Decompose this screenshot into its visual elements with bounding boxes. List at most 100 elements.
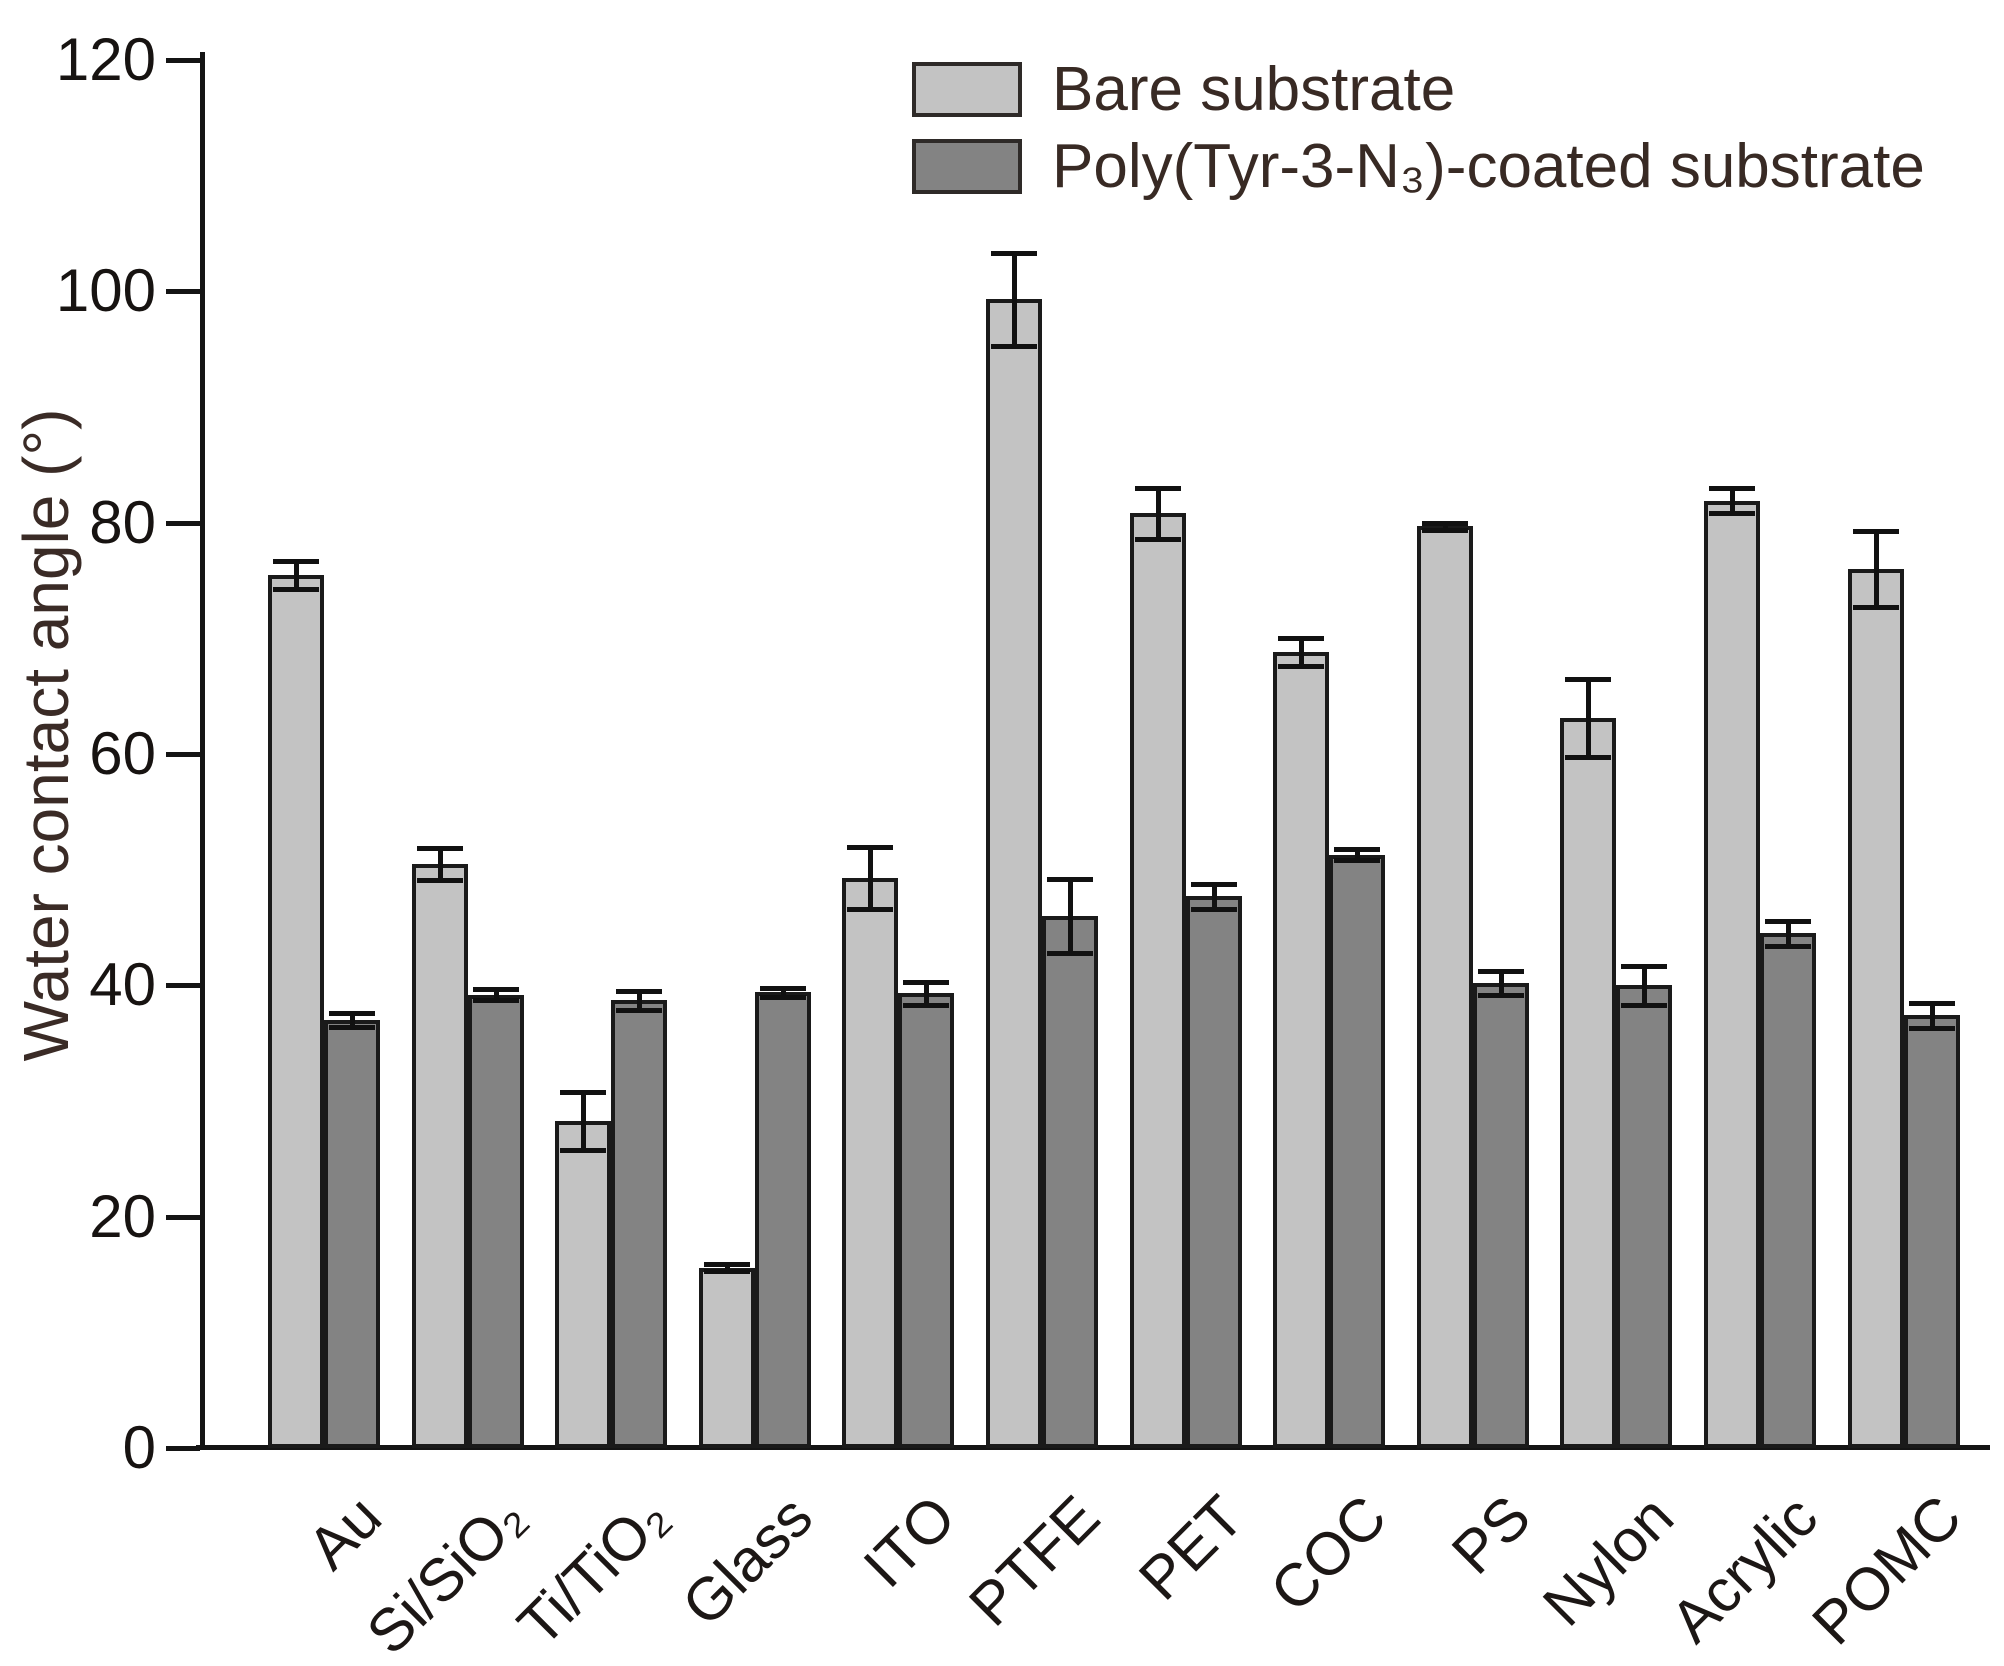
- error-cap-bottom-bare-4: [704, 1269, 750, 1274]
- error-cap-bottom-bare-3: [560, 1148, 606, 1153]
- x-tick-label-2: Si/SiO₂: [353, 1482, 539, 1666]
- error-bar-coated-2: [494, 989, 499, 1001]
- y-tick-label: 60: [89, 720, 156, 787]
- error-bar-coated-7: [1212, 884, 1217, 909]
- error-bar-coated-12: [1930, 1003, 1935, 1028]
- x-tick-label-3: Ti/TiO₂: [504, 1482, 682, 1659]
- bar-bare-7: [1130, 513, 1186, 1448]
- error-cap-bottom-bare-10: [1565, 755, 1611, 760]
- error-bar-bare-1: [294, 561, 299, 589]
- error-cap-top-bare-7: [1135, 486, 1181, 491]
- error-cap-top-bare-5: [847, 845, 893, 850]
- y-tick-label: 0: [122, 1414, 156, 1481]
- x-tick-label-10: Nylon: [1530, 1482, 1687, 1639]
- error-cap-top-coated-10: [1621, 964, 1667, 969]
- bar-bare-8: [1273, 652, 1329, 1448]
- bar-coated-7: [1186, 896, 1242, 1448]
- bar-coated-9: [1473, 983, 1529, 1448]
- error-cap-top-coated-6: [1047, 877, 1093, 882]
- bar-bare-5: [842, 878, 898, 1448]
- error-bar-coated-9: [1499, 971, 1504, 994]
- y-tick-label: 120: [55, 26, 156, 93]
- legend-label-bare-substrate: Bare substrate: [1052, 55, 1456, 124]
- error-bar-bare-4: [725, 1264, 730, 1271]
- error-bar-bare-7: [1156, 488, 1161, 539]
- error-cap-bottom-coated-9: [1478, 993, 1524, 998]
- error-cap-bottom-bare-5: [847, 907, 893, 912]
- error-cap-top-coated-7: [1191, 882, 1237, 887]
- error-cap-top-coated-4: [760, 986, 806, 991]
- error-cap-top-coated-5: [903, 980, 949, 985]
- legend-item-bare-substrate: Bare substrate: [912, 55, 1925, 124]
- error-cap-top-bare-4: [704, 1262, 750, 1267]
- bar-coated-8: [1329, 855, 1385, 1448]
- y-tick: [166, 983, 200, 988]
- error-cap-top-bare-3: [560, 1090, 606, 1095]
- y-tick-label: 40: [89, 951, 156, 1018]
- bar-coated-2: [468, 995, 524, 1448]
- bar-coated-1: [324, 1020, 380, 1448]
- y-tick-label: 20: [89, 1183, 156, 1250]
- x-tick-label-4: Glass: [669, 1482, 826, 1639]
- error-cap-bottom-coated-10: [1621, 1003, 1667, 1008]
- y-tick: [166, 58, 200, 63]
- error-bar-bare-10: [1586, 679, 1591, 758]
- legend-label-coated-substrate: Poly(Tyr-3-N₃)-coated substrate: [1052, 132, 1925, 201]
- error-cap-top-coated-9: [1478, 969, 1524, 974]
- x-tick-label-8: COC: [1257, 1482, 1400, 1625]
- error-bar-bare-12: [1874, 531, 1879, 607]
- error-cap-top-bare-2: [417, 846, 463, 851]
- error-bar-coated-4: [781, 988, 786, 997]
- error-cap-top-bare-9: [1422, 521, 1468, 526]
- bar-bare-10: [1560, 718, 1616, 1448]
- error-cap-top-bare-8: [1278, 636, 1324, 641]
- error-bar-bare-8: [1299, 638, 1304, 666]
- bar-bare-3: [555, 1121, 611, 1448]
- bar-coated-4: [755, 992, 811, 1448]
- x-tick-label-12: POMC: [1799, 1482, 1975, 1658]
- error-bar-bare-11: [1730, 488, 1735, 513]
- x-tick-label-11: Acrylic: [1657, 1482, 1831, 1656]
- bar-coated-3: [611, 1000, 667, 1448]
- x-tick-label-9: PS: [1439, 1482, 1544, 1587]
- bar-bare-9: [1417, 526, 1473, 1448]
- bar-bare-2: [412, 864, 468, 1448]
- bar-coated-6: [1042, 916, 1098, 1448]
- y-tick-label: 100: [55, 257, 156, 324]
- error-cap-bottom-coated-5: [903, 1003, 949, 1008]
- error-cap-bottom-bare-7: [1135, 537, 1181, 542]
- legend: Bare substrate Poly(Tyr-3-N₃)-coated sub…: [912, 55, 1925, 216]
- x-tick-label-6: PTFE: [956, 1482, 1113, 1639]
- error-cap-bottom-coated-11: [1765, 944, 1811, 949]
- error-cap-bottom-bare-12: [1853, 605, 1899, 610]
- error-cap-bottom-bare-11: [1709, 511, 1755, 516]
- bar-bare-11: [1704, 501, 1760, 1448]
- x-tick-label-7: PET: [1126, 1482, 1257, 1613]
- y-tick: [166, 521, 200, 526]
- bar-bare-6: [986, 299, 1042, 1448]
- error-cap-bottom-bare-6: [991, 344, 1037, 349]
- legend-swatch-coated-substrate: [912, 139, 1022, 194]
- y-tick: [166, 1446, 200, 1451]
- bar-coated-10: [1616, 985, 1672, 1448]
- error-bar-coated-1: [350, 1013, 355, 1027]
- error-cap-top-bare-1: [273, 559, 319, 564]
- error-cap-bottom-coated-12: [1909, 1026, 1955, 1031]
- error-bar-bare-3: [581, 1092, 586, 1150]
- error-bar-bare-2: [438, 848, 443, 880]
- error-bar-coated-8: [1355, 849, 1360, 861]
- bar-coated-5: [898, 993, 954, 1448]
- error-cap-bottom-bare-9: [1422, 528, 1468, 533]
- error-bar-bare-9: [1443, 523, 1448, 530]
- error-cap-top-bare-11: [1709, 486, 1755, 491]
- error-bar-coated-10: [1642, 966, 1647, 1005]
- error-cap-top-coated-3: [616, 989, 662, 994]
- error-bar-coated-5: [924, 982, 929, 1005]
- error-cap-top-coated-1: [329, 1011, 375, 1016]
- error-cap-bottom-bare-8: [1278, 664, 1324, 669]
- error-cap-bottom-coated-4: [760, 995, 806, 1000]
- bar-coated-11: [1760, 933, 1816, 1448]
- error-cap-bottom-coated-1: [329, 1025, 375, 1030]
- x-tick-label-5: ITO: [850, 1482, 969, 1601]
- legend-swatch-bare-substrate: [912, 62, 1022, 117]
